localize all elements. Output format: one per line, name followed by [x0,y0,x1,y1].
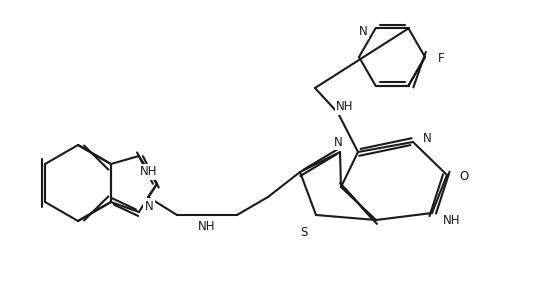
Text: N: N [145,200,153,212]
Text: NH: NH [336,100,354,113]
Text: NH: NH [198,220,216,233]
Text: F: F [438,53,444,66]
Text: N: N [359,25,368,38]
Text: S: S [300,225,308,238]
Text: N: N [334,135,342,148]
Text: N: N [423,132,431,145]
Text: NH: NH [140,165,158,178]
Text: O: O [460,170,469,182]
Text: NH: NH [443,214,461,227]
